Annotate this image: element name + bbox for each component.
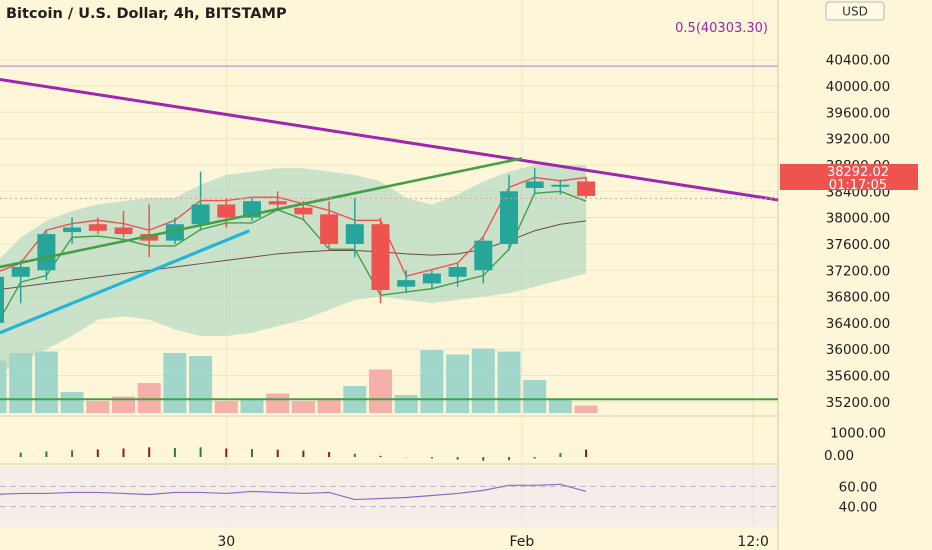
- cyan-trendline: [0, 229, 251, 335]
- volume-bar: [266, 393, 290, 413]
- candle-up[interactable]: [500, 191, 518, 244]
- price-tick-label: 35600.00: [826, 369, 890, 385]
- candle-up[interactable]: [525, 181, 544, 189]
- price-tick-label: 39200.00: [826, 132, 890, 148]
- price-tick-label: 40000.00: [826, 79, 890, 95]
- volume-bar: [137, 383, 161, 413]
- price-tick-label: 37600.00: [826, 237, 890, 253]
- price-tick-label: 39600.00: [826, 105, 890, 121]
- candle-up[interactable]: [11, 266, 30, 277]
- time-tick-label: Feb: [509, 534, 534, 550]
- purple-trendline: [0, 77, 779, 202]
- candle-down[interactable]: [320, 214, 339, 244]
- indicator-tick-label: 0.00: [824, 448, 854, 464]
- candle-up[interactable]: [165, 224, 184, 241]
- volume-bar: [291, 401, 315, 413]
- candle-down[interactable]: [217, 204, 236, 218]
- candle-down[interactable]: [140, 234, 159, 241]
- volume-bar: [86, 401, 110, 413]
- candle-up[interactable]: [448, 266, 467, 277]
- price-tick-label: 36800.00: [826, 290, 890, 306]
- candle-down[interactable]: [88, 224, 107, 231]
- price-tick-label: 35200.00: [826, 395, 890, 411]
- volume-bar: [9, 353, 33, 413]
- volume-bar: [369, 369, 392, 413]
- candle-down[interactable]: [294, 207, 313, 215]
- volume-bar: [523, 380, 547, 413]
- volume-bar: [497, 351, 521, 413]
- candle-up[interactable]: [422, 273, 441, 284]
- volume-bar: [471, 348, 495, 413]
- volume-bar: [394, 395, 418, 413]
- candle-up[interactable]: [551, 184, 570, 187]
- time-tick-label: 30: [217, 534, 235, 550]
- volume-bar: [317, 398, 341, 413]
- price-tick-label: 36400.00: [826, 316, 890, 332]
- candle-up[interactable]: [397, 280, 416, 287]
- volume-bar: [446, 354, 470, 413]
- price-tick-label: 38400.00: [826, 184, 890, 200]
- candle-up[interactable]: [345, 224, 364, 244]
- candle-up[interactable]: [37, 234, 56, 271]
- volume-bar: [163, 353, 187, 413]
- candle-up[interactable]: [63, 227, 82, 233]
- candle-down[interactable]: [371, 224, 390, 290]
- volume-bar: [240, 399, 264, 413]
- candle-down[interactable]: [268, 201, 287, 205]
- price-tick-label: 40400.00: [826, 53, 890, 69]
- price-tick-label: 36000.00: [826, 342, 890, 358]
- rsi-tick-label: 40.00: [839, 500, 878, 516]
- volume-bar: [112, 396, 135, 413]
- time-tick-label: 12:0: [737, 534, 768, 550]
- rsi-tick-label: 60.00: [839, 479, 878, 495]
- candle-up[interactable]: [0, 276, 4, 323]
- candle-down[interactable]: [114, 227, 133, 235]
- volatility-band: [0, 165, 587, 373]
- volume-bar: [548, 399, 572, 413]
- volume-bar: [60, 392, 84, 413]
- lower-envelope-line: [0, 190, 587, 321]
- volume-bar: [574, 405, 598, 413]
- price-tick-label: 38000.00: [826, 211, 890, 227]
- volume-bar: [420, 350, 444, 413]
- candle-up[interactable]: [191, 204, 210, 225]
- volume-bar: [189, 356, 213, 413]
- indicator-tick-label: 1000.00: [830, 426, 886, 442]
- price-tick-label: 38800.00: [826, 158, 890, 174]
- candle-down[interactable]: [577, 181, 596, 196]
- volume-bar: [214, 401, 238, 413]
- rsi-background: [0, 466, 778, 527]
- price-tick-label: 37200.00: [826, 263, 890, 279]
- volume-bar: [0, 360, 7, 413]
- rsi-line: [0, 483, 587, 501]
- upper-envelope-line: [0, 176, 587, 278]
- volume-bar: [34, 351, 58, 413]
- candle-up[interactable]: [474, 240, 493, 271]
- green-trendline: [0, 157, 523, 269]
